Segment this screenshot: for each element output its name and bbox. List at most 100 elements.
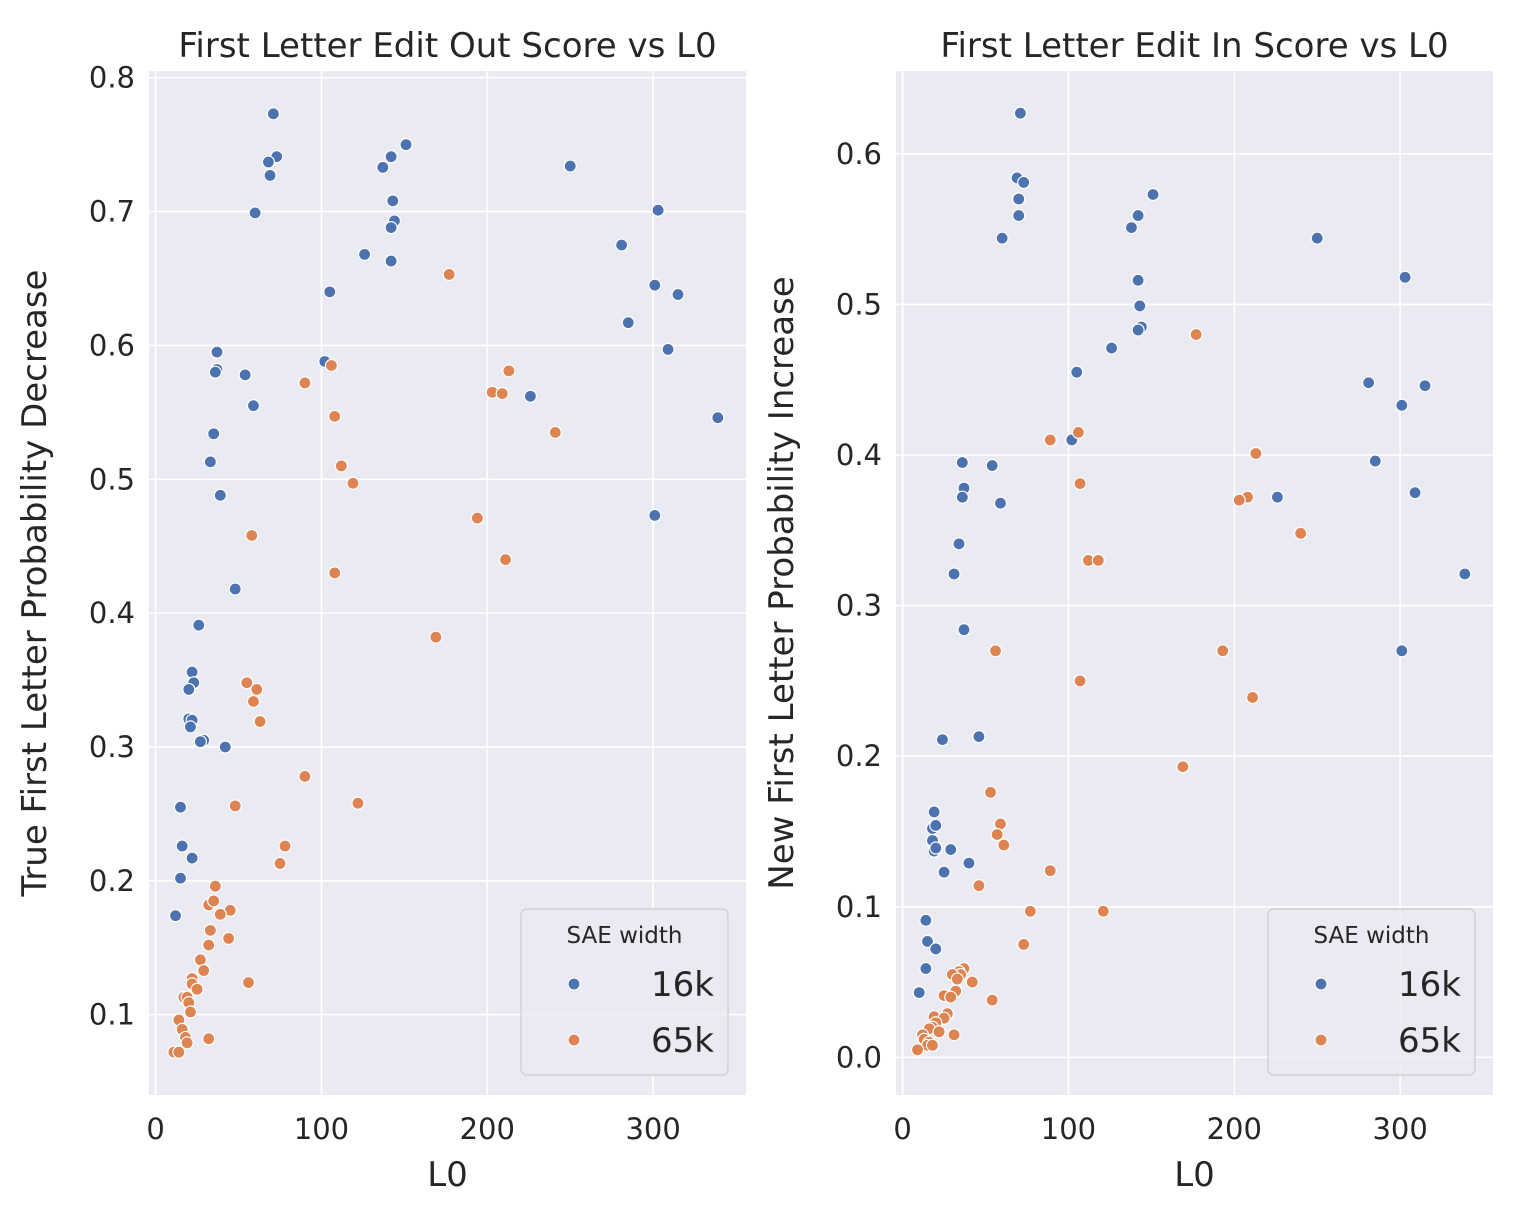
data-point-65k xyxy=(351,796,365,810)
data-point-65k xyxy=(228,799,242,813)
data-point-65k xyxy=(1176,760,1190,774)
data-point-16k xyxy=(185,851,199,865)
data-point-16k xyxy=(1070,365,1084,379)
data-point-65k xyxy=(203,923,217,937)
data-point-16k xyxy=(651,203,665,217)
legend-marker-65k xyxy=(567,1033,581,1047)
data-point-65k xyxy=(1017,937,1031,952)
data-point-16k xyxy=(1124,221,1139,235)
data-point-16k xyxy=(323,285,337,299)
data-point-65k xyxy=(910,1043,925,1057)
data-point-16k xyxy=(1104,341,1119,355)
data-point-16k xyxy=(1133,299,1147,313)
y-tick-label: 0.5 xyxy=(836,287,882,321)
data-point-16k xyxy=(995,231,1009,245)
data-point-16k xyxy=(246,399,261,413)
legend-marker-16k xyxy=(567,977,581,991)
data-point-65k xyxy=(498,552,513,567)
x-axis-label: L0 xyxy=(427,1155,468,1195)
data-point-65k xyxy=(246,694,261,709)
data-point-65k xyxy=(240,676,254,690)
data-point-16k xyxy=(615,238,629,252)
x-tick-label: 200 xyxy=(460,1112,515,1146)
data-point-65k xyxy=(925,1038,940,1052)
y-tick-label: 0.5 xyxy=(89,462,135,496)
data-point-65k xyxy=(328,566,342,580)
y-axis-label: New First Letter Probability Increase xyxy=(762,276,802,889)
data-point-16k xyxy=(384,150,398,164)
x-tick-label: 300 xyxy=(1372,1112,1427,1146)
data-point-16k xyxy=(957,623,971,637)
x-tick-label: 300 xyxy=(625,1112,680,1146)
data-point-65k xyxy=(1043,864,1057,878)
left-chart-panel: 0 100 200 300 0.1 0.2 0.3 0.4 0.5 0.6 0.7 0.8 First … xyxy=(15,26,746,1195)
y-tick-label: 0.1 xyxy=(836,890,882,924)
data-point-16k xyxy=(1408,486,1422,500)
data-point-16k xyxy=(248,206,262,220)
data-point-16k xyxy=(185,665,199,679)
data-point-65k xyxy=(197,963,211,978)
data-point-16k xyxy=(210,345,224,359)
data-point-16k xyxy=(962,856,976,870)
data-point-16k xyxy=(266,107,280,121)
data-point-65k xyxy=(250,682,264,697)
data-point-16k xyxy=(208,365,222,379)
data-point-65k xyxy=(1245,690,1260,705)
data-point-65k xyxy=(965,975,979,989)
legend-label-16k: 16k xyxy=(651,965,714,1005)
data-point-16k xyxy=(993,496,1008,510)
data-point-16k xyxy=(203,455,217,469)
data-point-16k xyxy=(929,818,943,833)
legend-box xyxy=(520,908,729,1076)
data-point-16k xyxy=(173,800,188,814)
data-point-16k xyxy=(182,682,196,697)
legend-title: SAE width xyxy=(1314,923,1430,949)
legend-label-65k: 65k xyxy=(1398,1021,1461,1061)
data-point-65k xyxy=(183,1005,198,1019)
data-point-16k xyxy=(947,567,961,581)
data-point-16k xyxy=(1012,208,1026,223)
data-point-65k xyxy=(346,476,360,490)
data-point-65k xyxy=(334,459,348,473)
data-point-65k xyxy=(990,827,1004,842)
data-point-16k xyxy=(1131,208,1145,223)
data-point-16k xyxy=(937,865,951,879)
data-point-65k xyxy=(1043,433,1057,447)
data-point-65k xyxy=(932,1025,946,1039)
data-point-16k xyxy=(952,537,966,551)
data-point-16k xyxy=(192,618,206,632)
data-point-16k xyxy=(399,138,413,152)
data-point-16k xyxy=(929,942,943,956)
data-point-16k xyxy=(972,729,986,744)
data-point-65k xyxy=(253,714,267,729)
data-point-16k xyxy=(357,247,372,261)
legend-label-16k: 16k xyxy=(1398,965,1461,1005)
series-65k xyxy=(167,267,562,1059)
data-point-16k xyxy=(175,839,189,853)
data-point-65k xyxy=(944,990,958,1004)
data-point-65k xyxy=(1294,526,1308,540)
data-point-65k xyxy=(972,879,986,893)
data-point-65k xyxy=(1073,674,1087,688)
legend-marker-16k xyxy=(1314,977,1328,991)
data-point-65k xyxy=(1249,446,1263,461)
y-tick-label: 0.3 xyxy=(836,589,882,623)
data-point-65k xyxy=(222,931,236,945)
y-tick-label: 0.2 xyxy=(89,864,135,898)
data-point-16k xyxy=(927,805,941,819)
data-point-16k xyxy=(1310,231,1324,245)
data-point-16k xyxy=(168,909,183,923)
y-tick-label: 0.2 xyxy=(836,739,882,773)
series-16k xyxy=(912,106,1472,1000)
data-point-65k xyxy=(1091,553,1105,568)
data-point-16k xyxy=(263,168,277,183)
data-point-16k xyxy=(261,155,275,169)
legend-title: SAE width xyxy=(567,923,683,949)
data-point-16k xyxy=(661,342,675,357)
y-tick-label: 0.4 xyxy=(836,438,882,472)
data-point-16k xyxy=(621,316,635,330)
y-tick-label: 0.3 xyxy=(89,730,135,764)
data-point-16k xyxy=(1146,187,1160,202)
data-point-65k xyxy=(213,907,227,921)
chart-title: First Letter Edit Out Score vs L0 xyxy=(178,26,716,66)
